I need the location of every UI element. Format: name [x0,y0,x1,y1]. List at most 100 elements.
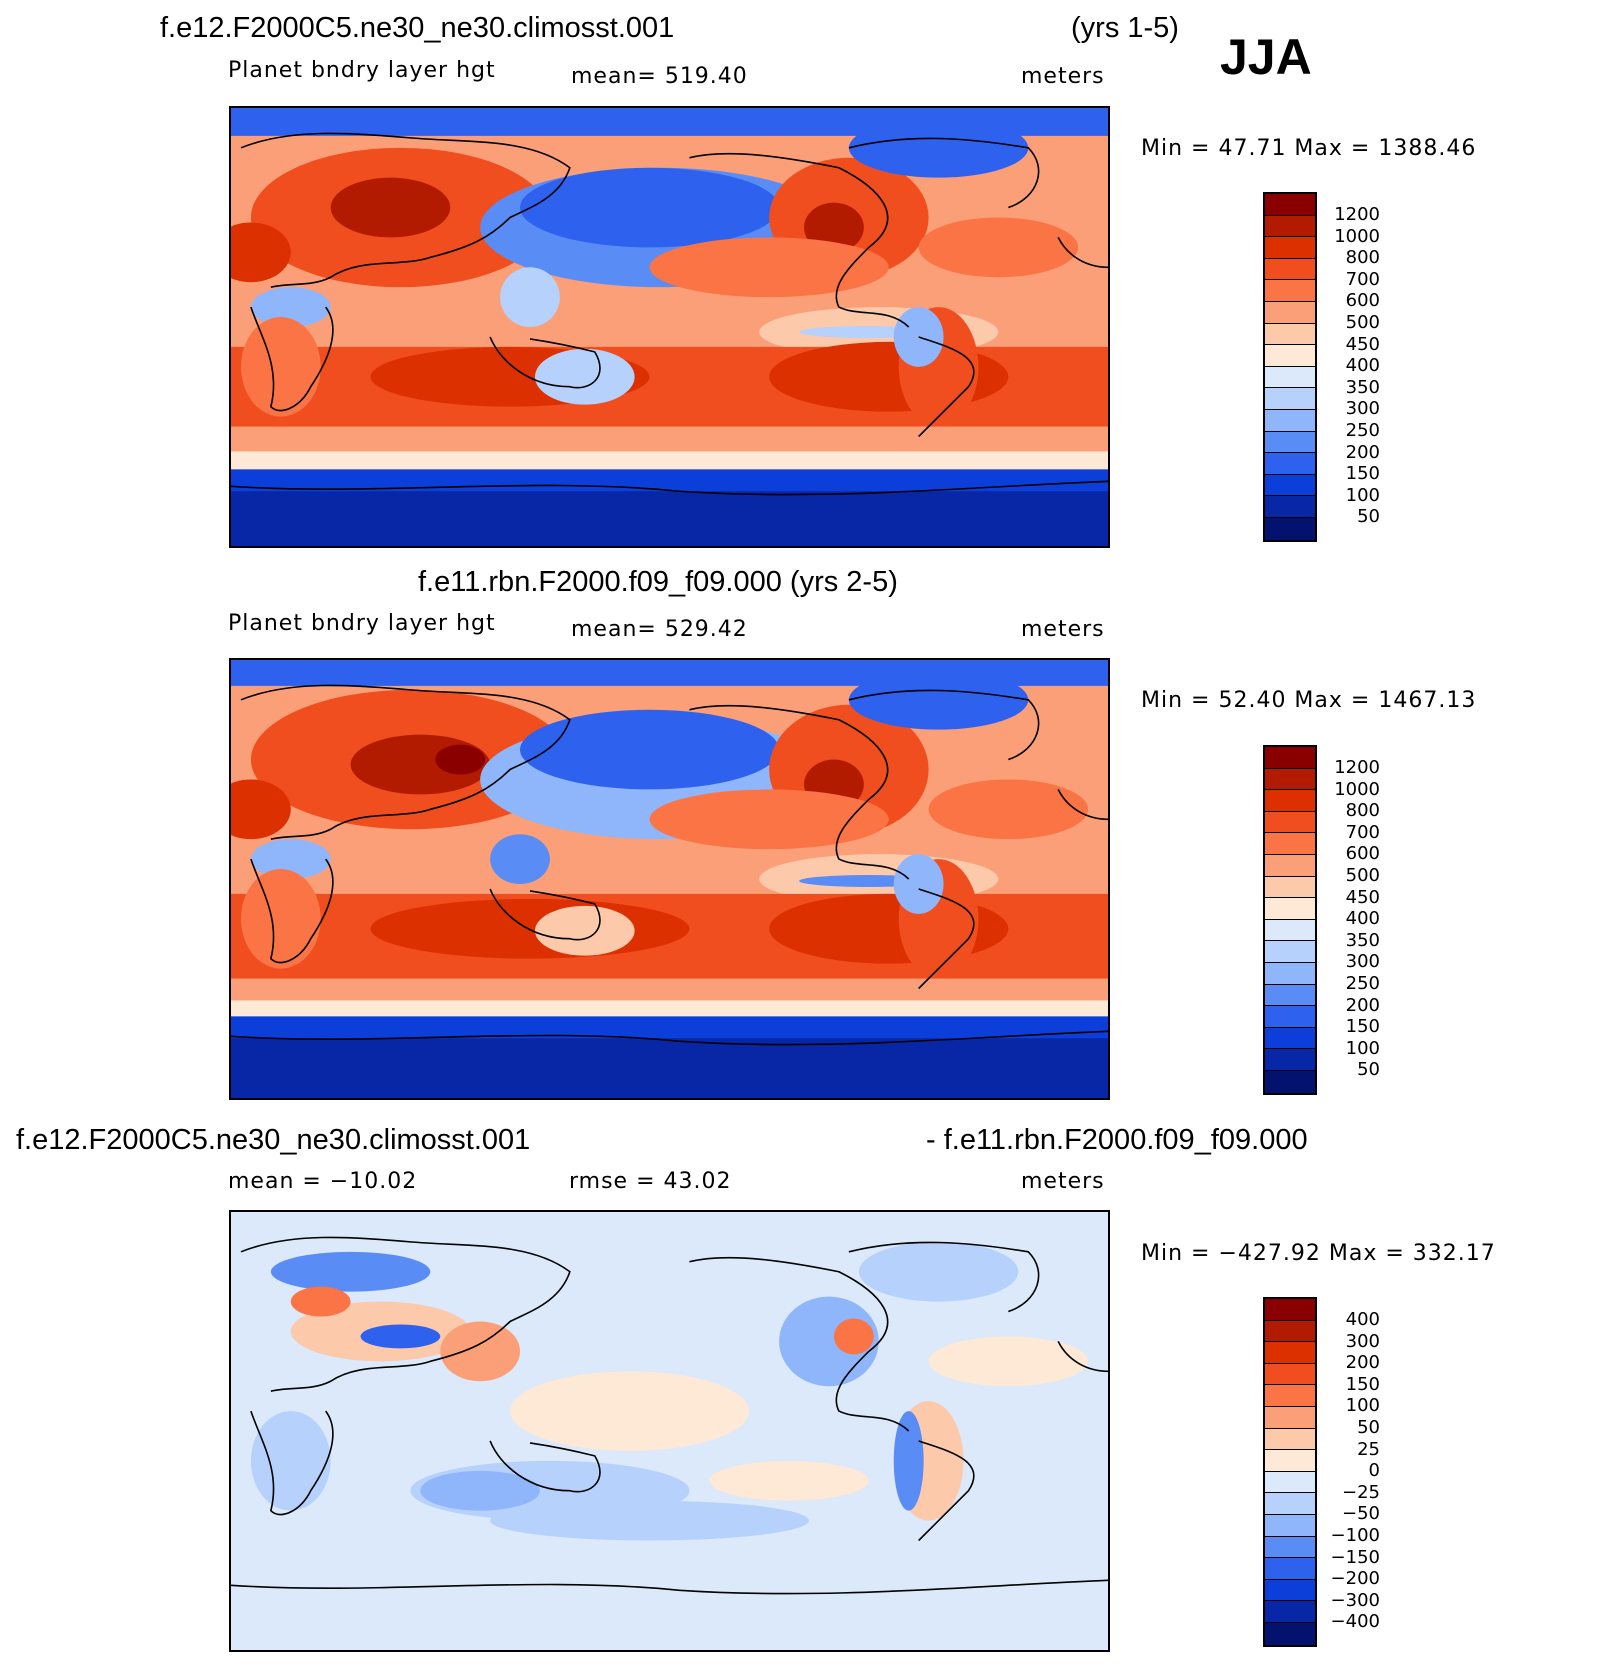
colorbar-swatch [1265,1342,1315,1364]
panel3-mean-label: mean = −10.02 [228,1169,418,1194]
colorbar-tick-label: −25 [1342,1482,1380,1503]
colorbar-swatch [1265,258,1315,281]
colorbar-swatch [1265,453,1315,475]
panel2-colorbar [1263,745,1317,1095]
panel3-map [229,1210,1110,1652]
colorbar-tick-label: 600 [1345,843,1380,864]
colorbar-swatch [1265,1428,1315,1451]
colorbar-tick-label: 250 [1345,420,1380,441]
colorbar-tick-label: 450 [1345,887,1380,908]
colorbar-tick-label: 400 [1345,355,1380,376]
colorbar-tick-label: −400 [1330,1611,1380,1632]
colorbar-tick-label: 250 [1345,973,1380,994]
colorbar-tick-label: 300 [1345,398,1380,419]
colorbar-tick-label: 25 [1357,1439,1380,1460]
colorbar-swatch [1265,898,1315,920]
colorbar-swatch [1265,1299,1315,1321]
colorbar-swatch [1265,876,1315,899]
colorbar-swatch [1265,1536,1315,1559]
colorbar-swatch [1265,1471,1315,1494]
panel1-variable-label: Planet bndry layer hgt [228,58,496,83]
colorbar-swatch [1265,388,1315,410]
colorbar-swatch [1265,345,1315,367]
colorbar-swatch [1265,194,1315,216]
colorbar-tick-label: 150 [1345,1016,1380,1037]
colorbar-tick-label: 800 [1345,247,1380,268]
panel1-colorbar-labels: 1200 1000 800 700 600 500 450 400 350 30… [1318,202,1380,542]
panel1-title-right: (yrs 1-5) [1071,12,1179,44]
colorbar-swatch [1265,496,1315,518]
colorbar-swatch [1265,215,1315,238]
panel2-map [229,658,1110,1100]
colorbar-swatch [1265,280,1315,302]
colorbar-tick-label: 350 [1345,930,1380,951]
colorbar-tick-label: 1000 [1334,779,1380,800]
colorbar-tick-label: −300 [1330,1590,1380,1611]
colorbar-tick-label: 1000 [1334,226,1380,247]
panel3-colorbar [1263,1297,1317,1647]
colorbar-tick-label: 350 [1345,377,1380,398]
colorbar-swatch [1265,1006,1315,1028]
colorbar-tick-label: 500 [1345,312,1380,333]
panel1-map [229,106,1110,548]
colorbar-swatch [1265,768,1315,791]
colorbar-tick-label: 100 [1345,1038,1380,1059]
colorbar-swatch [1265,1450,1315,1472]
colorbar-tick-label: 500 [1345,865,1380,886]
panel1-mean-label: mean= 519.40 [571,64,748,89]
colorbar-swatch [1265,747,1315,769]
colorbar-swatch [1265,1049,1315,1071]
colorbar-tick-label: 50 [1357,1417,1380,1438]
colorbar-tick-label: 200 [1345,1352,1380,1373]
colorbar-swatch [1265,1320,1315,1343]
colorbar-tick-label: 50 [1357,1059,1380,1080]
panel1-colorbar [1263,192,1317,542]
panel3-minmax: Min = −427.92 Max = 332.17 [1141,1241,1496,1266]
colorbar-swatch [1265,1579,1315,1602]
colorbar-swatch [1265,811,1315,834]
colorbar-tick-label: 150 [1345,1374,1380,1395]
colorbar-swatch [1265,1493,1315,1515]
panel2-mean-label: mean= 529.42 [571,617,748,642]
panel3-rmse-label: rmse = 43.02 [569,1169,732,1194]
colorbar-swatch [1265,1558,1315,1580]
colorbar-tick-label: 400 [1345,908,1380,929]
colorbar-swatch [1265,366,1315,389]
colorbar-swatch [1265,237,1315,259]
colorbar-swatch [1265,919,1315,942]
colorbar-tick-label: −50 [1342,1503,1380,1524]
panel3-field [231,1212,1108,1650]
colorbar-tick-label: 700 [1345,269,1380,290]
colorbar-swatch [1265,1601,1315,1623]
colorbar-tick-label: 100 [1345,1395,1380,1416]
colorbar-tick-label: 300 [1345,951,1380,972]
panel1-field [231,108,1108,546]
colorbar-tick-label: 600 [1345,290,1380,311]
colorbar-swatch [1265,517,1315,540]
colorbar-tick-label: −150 [1330,1547,1380,1568]
panel1-title: f.e12.F2000C5.ne30_ne30.climosst.001 [160,12,675,44]
colorbar-tick-label: 200 [1345,995,1380,1016]
colorbar-swatch [1265,1385,1315,1407]
panel2-units: meters [1021,617,1105,642]
colorbar-swatch [1265,941,1315,963]
colorbar-tick-label: −100 [1330,1525,1380,1546]
panel2-field [231,660,1108,1098]
colorbar-swatch [1265,790,1315,812]
colorbar-tick-label: 800 [1345,800,1380,821]
colorbar-tick-label: 400 [1345,1309,1380,1330]
colorbar-tick-label: 50 [1357,506,1380,527]
panel2-variable-label: Planet bndry layer hgt [228,611,496,636]
colorbar-swatch [1265,323,1315,346]
colorbar-tick-label: 150 [1345,463,1380,484]
panel3-units: meters [1021,1169,1105,1194]
panel3-colorbar-labels: 400 300 200 150 100 50 25 0 −25 −50 −100… [1318,1307,1380,1647]
panel1-units: meters [1021,64,1105,89]
colorbar-tick-label: 1200 [1334,204,1380,225]
colorbar-tick-label: 100 [1345,485,1380,506]
colorbar-swatch [1265,1363,1315,1386]
panel2-minmax: Min = 52.40 Max = 1467.13 [1141,688,1477,713]
colorbar-swatch [1265,833,1315,855]
colorbar-swatch [1265,984,1315,1007]
panel2-colorbar-labels: 1200 1000 800 700 600 500 450 400 350 30… [1318,755,1380,1095]
